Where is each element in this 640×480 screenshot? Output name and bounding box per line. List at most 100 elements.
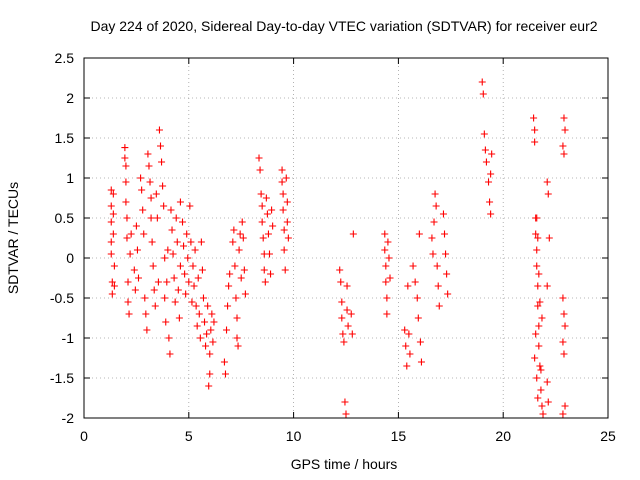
data-point: [428, 234, 436, 242]
data-point: [544, 398, 552, 406]
data-point: [268, 206, 276, 214]
data-point: [143, 326, 151, 334]
data-point: [132, 222, 140, 230]
data-point: [534, 282, 542, 290]
data-point: [232, 294, 240, 302]
data-point: [561, 402, 569, 410]
data-point: [283, 218, 291, 226]
data-point: [233, 314, 241, 322]
data-point: [127, 230, 135, 238]
data-point: [169, 250, 177, 258]
data-point: [172, 214, 180, 222]
data-point: [122, 178, 130, 186]
data-point: [383, 294, 391, 302]
x-tick-label: 20: [495, 428, 511, 444]
data-point: [534, 394, 542, 402]
data-point: [166, 350, 174, 358]
data-point: [340, 338, 348, 346]
data-point: [536, 362, 544, 370]
data-point: [385, 254, 393, 262]
data-point: [108, 278, 116, 286]
data-point: [259, 234, 267, 242]
data-point: [141, 294, 149, 302]
data-point: [282, 174, 290, 182]
data-point: [125, 310, 133, 318]
data-point: [533, 262, 541, 270]
data-point: [415, 230, 423, 238]
data-point: [406, 350, 414, 358]
data-point: [201, 318, 209, 326]
data-point: [538, 314, 546, 322]
data-point: [536, 298, 544, 306]
data-point: [417, 358, 425, 366]
data-point: [534, 302, 542, 310]
y-tick-label: 2: [66, 90, 74, 106]
data-point: [144, 150, 152, 158]
data-point: [187, 238, 195, 246]
data-point: [269, 222, 277, 230]
data-point: [183, 230, 191, 238]
data-point: [255, 154, 263, 162]
data-point: [220, 358, 228, 366]
data-point: [231, 262, 239, 270]
data-point: [241, 290, 249, 298]
data-point: [264, 230, 272, 238]
data-point: [537, 366, 545, 374]
data-point: [122, 162, 130, 170]
data-point: [283, 198, 291, 206]
plot-frame: [83, 57, 609, 419]
data-point: [416, 338, 424, 346]
data-point: [161, 254, 169, 262]
data-point: [210, 318, 218, 326]
data-point: [559, 338, 567, 346]
data-point: [533, 246, 541, 254]
data-point: [279, 190, 287, 198]
data-point: [486, 198, 494, 206]
data-point: [237, 274, 245, 282]
data-point: [284, 234, 292, 242]
data-point: [267, 270, 275, 278]
data-point: [174, 286, 182, 294]
data-point: [168, 226, 176, 234]
y-tick-label: 0: [66, 250, 74, 266]
data-point: [535, 270, 543, 278]
data-point: [336, 266, 344, 274]
data-point: [531, 126, 539, 134]
data-point: [482, 158, 490, 166]
y-axis-label: SDTVAR / TECUs: [5, 182, 21, 294]
data-point: [123, 234, 131, 242]
x-tick-label: 25: [600, 428, 616, 444]
data-point: [487, 210, 495, 218]
data-point: [429, 250, 437, 258]
data-point: [230, 226, 238, 234]
data-point: [535, 322, 543, 330]
data-point: [434, 282, 442, 290]
data-point: [157, 142, 165, 150]
data-point: [235, 246, 243, 254]
data-point: [403, 362, 411, 370]
data-point: [401, 326, 409, 334]
data-point: [265, 250, 273, 258]
data-point: [109, 230, 117, 238]
data-point: [164, 246, 172, 254]
data-point: [256, 166, 264, 174]
data-point: [258, 202, 266, 210]
data-point: [176, 262, 184, 270]
data-point: [229, 238, 237, 246]
data-point: [161, 294, 169, 302]
y-tick-label: -2: [62, 410, 75, 426]
data-point: [208, 310, 216, 318]
data-point: [532, 230, 540, 238]
data-point: [348, 330, 356, 338]
data-point: [167, 206, 175, 214]
data-point: [225, 282, 233, 290]
data-point: [409, 262, 417, 270]
data-point: [260, 266, 268, 274]
data-point: [182, 290, 190, 298]
x-axis-label: GPS time / hours: [291, 456, 398, 472]
data-point: [190, 282, 198, 290]
data-point: [382, 278, 390, 286]
data-point: [148, 238, 156, 246]
data-point: [140, 230, 148, 238]
data-point: [530, 114, 538, 122]
